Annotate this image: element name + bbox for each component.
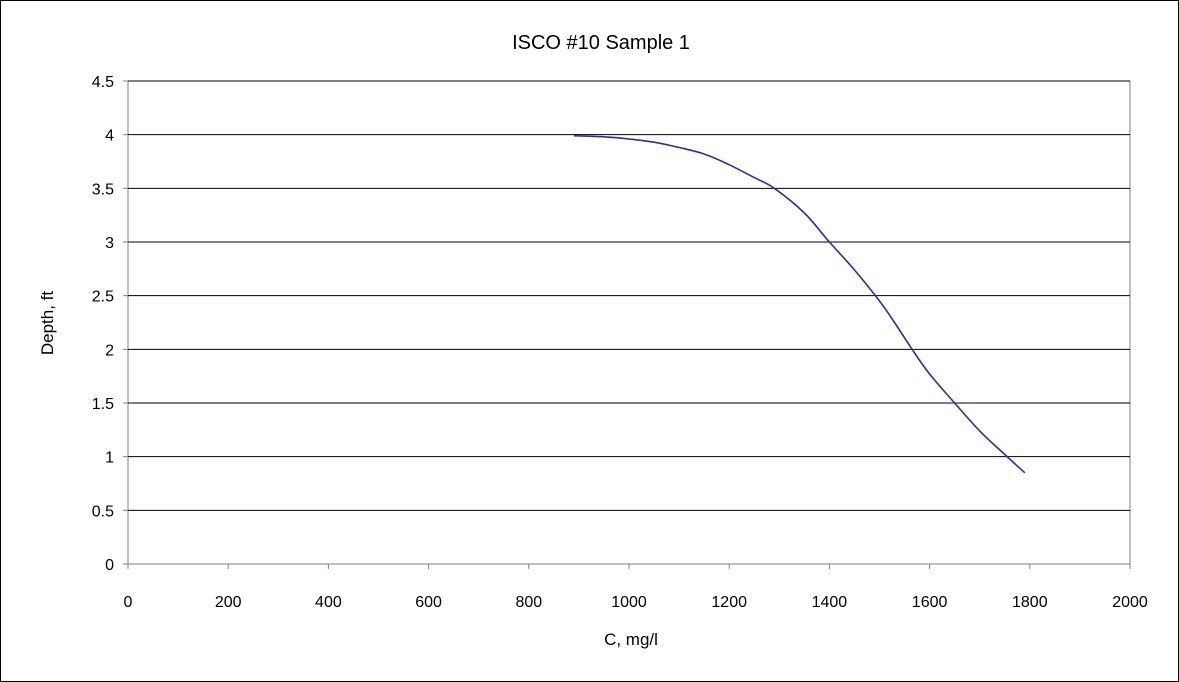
- y-tick-label: 4.5: [92, 74, 114, 91]
- y-tick-label: 1: [105, 450, 114, 467]
- y-tick-label: 2: [105, 342, 114, 359]
- chart-title: ISCO #10 Sample 1: [512, 32, 690, 54]
- x-tick-label: 1200: [711, 594, 747, 611]
- x-tick-label: 2000: [1112, 594, 1148, 611]
- x-tick-label: 1000: [611, 594, 647, 611]
- series-line: [573, 134, 1026, 474]
- x-tick-label: 1800: [1012, 594, 1048, 611]
- y-tick-label: 2.5: [92, 289, 114, 306]
- y-tick-label: 3.5: [92, 181, 114, 198]
- x-axis-label: C, mg/l: [604, 630, 658, 649]
- x-tick-label: 1400: [812, 594, 848, 611]
- plot-border: [127, 80, 1131, 565]
- y-tick-label: 1.5: [92, 396, 114, 413]
- y-tick-label: 3: [105, 235, 114, 252]
- y-tick-label: 4: [105, 128, 114, 145]
- gridlines: [128, 80, 1130, 565]
- x-axis-ticks: 0 200 400 600 800 1000 1200 1400 1600 1800 2000: [124, 564, 1148, 611]
- x-tick-label: 1600: [912, 594, 948, 611]
- y-axis-label: Depth, ft: [38, 291, 57, 356]
- x-tick-label: 600: [415, 594, 442, 611]
- y-axis-ticks: 0 0.5 1 1.5 2 2.5 3 3.5 4 4.5: [92, 74, 128, 574]
- y-tick-label: 0.5: [92, 503, 114, 520]
- x-tick-label: 800: [515, 594, 542, 611]
- x-tick-label: 0: [124, 594, 133, 611]
- plot-area: [127, 80, 1131, 565]
- x-tick-label: 200: [215, 594, 242, 611]
- series-group: [573, 134, 1026, 474]
- x-tick-label: 400: [315, 594, 342, 611]
- y-tick-label: 0: [105, 557, 114, 574]
